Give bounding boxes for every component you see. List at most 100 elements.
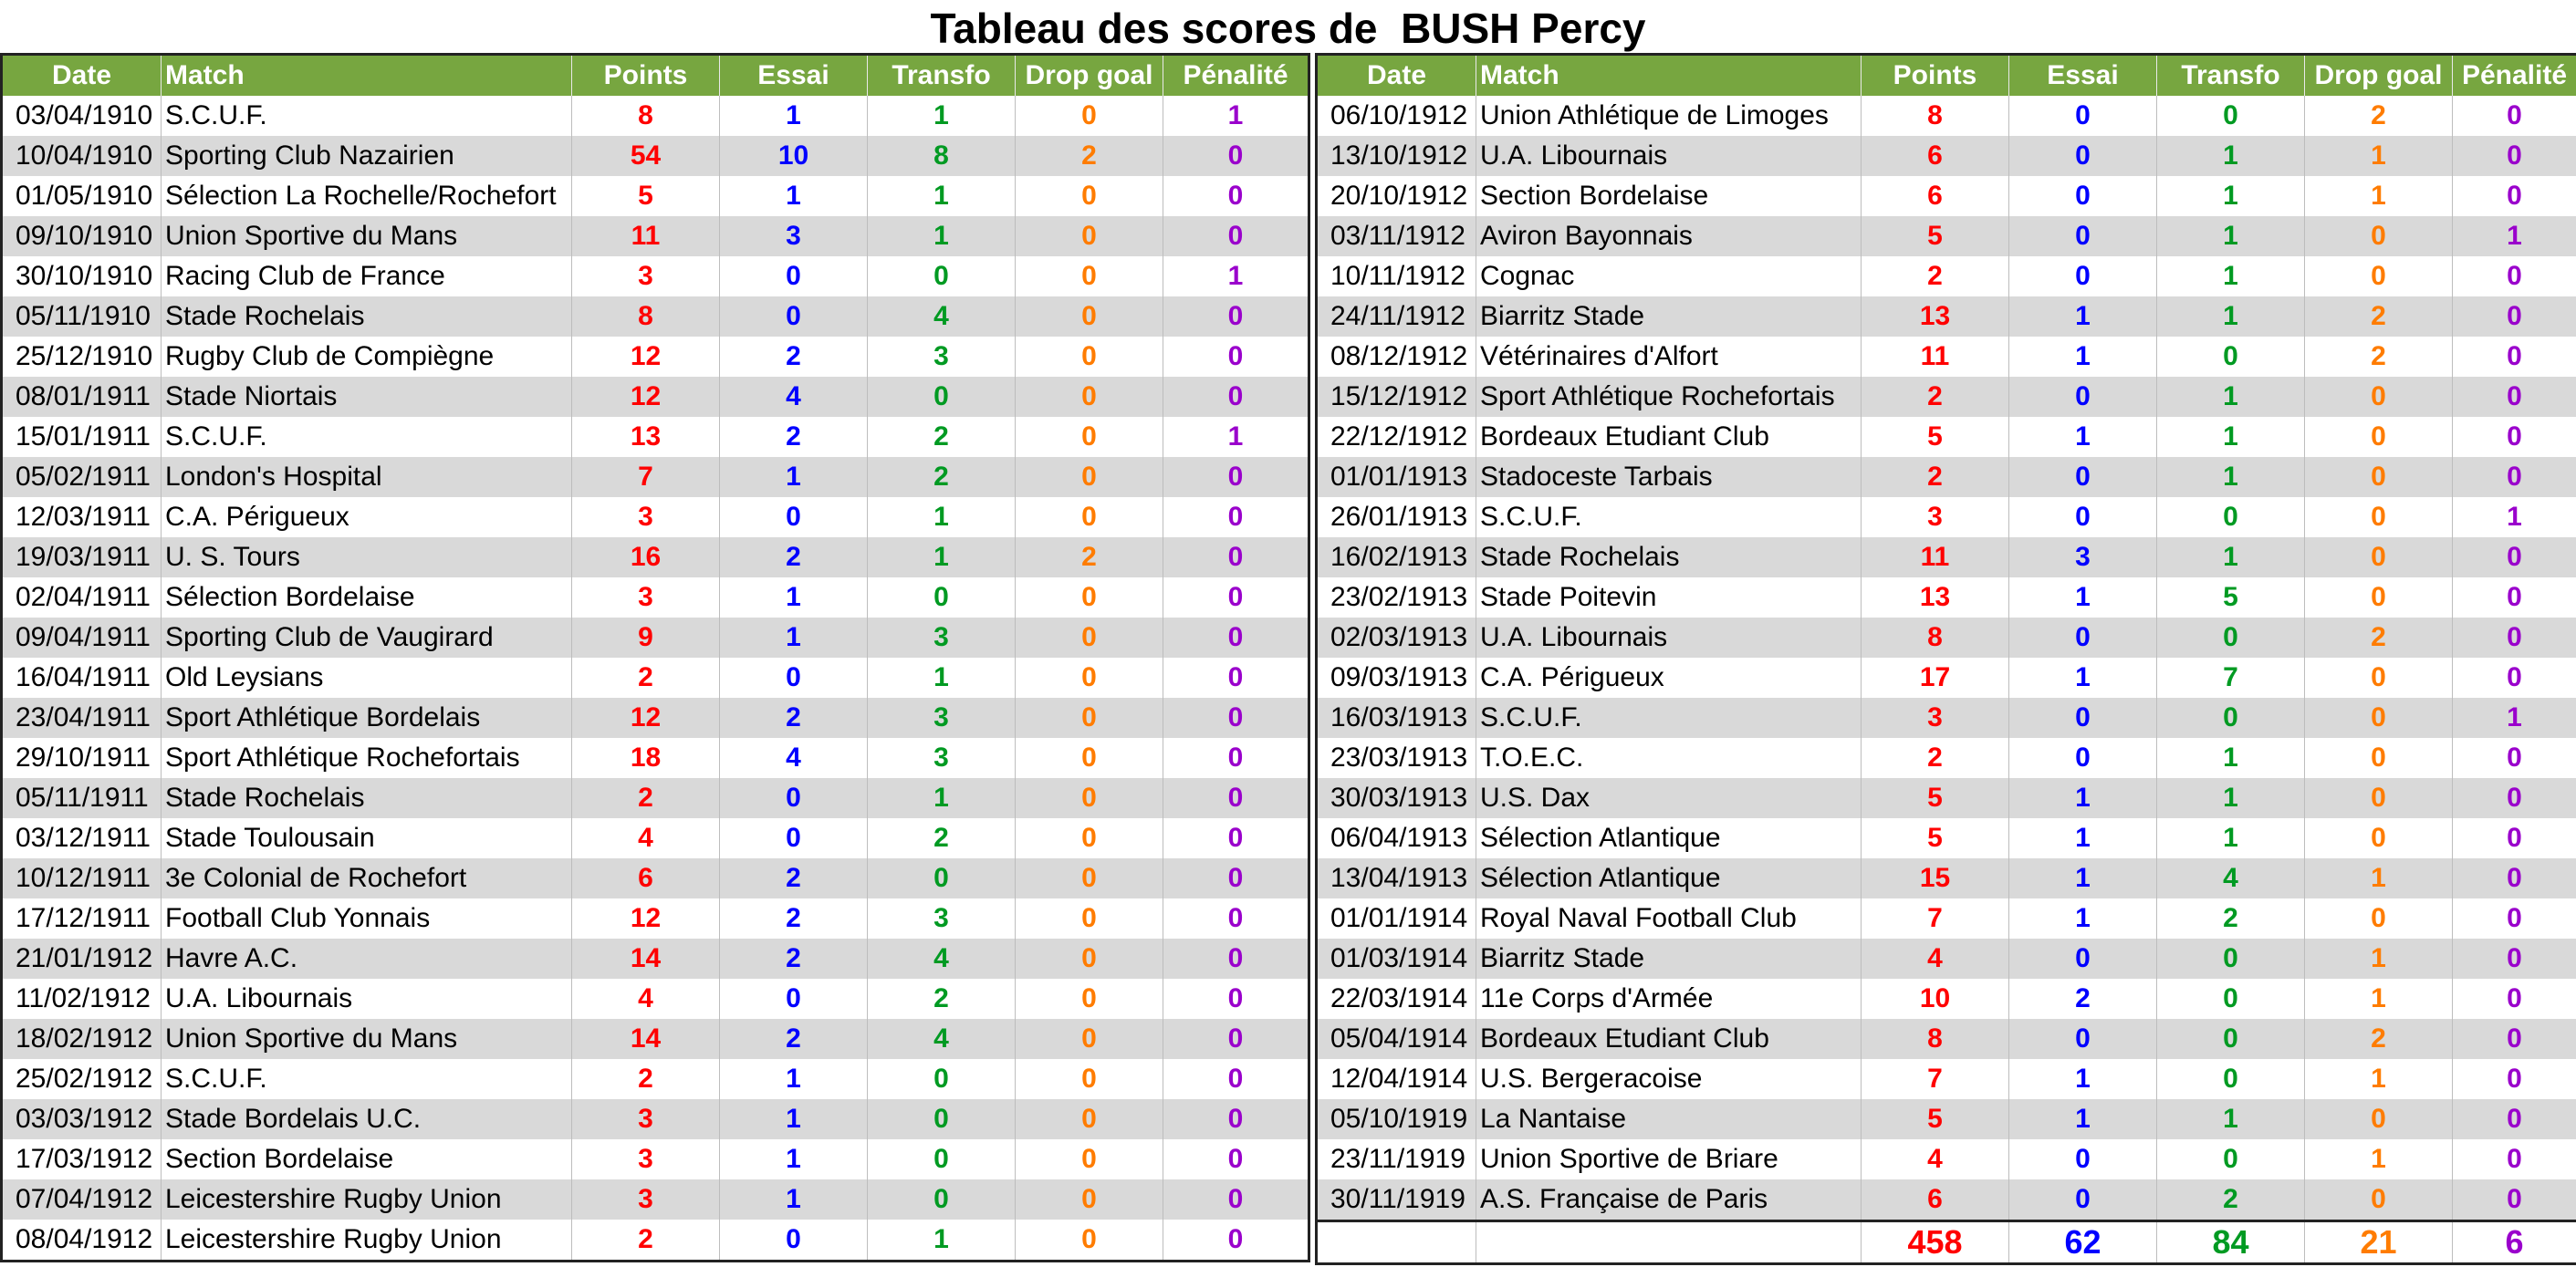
transfo-cell[interactable]: 0 <box>2156 698 2305 738</box>
penalite-cell[interactable]: 1 <box>1163 96 1309 136</box>
date-cell[interactable]: 03/04/1910 <box>1 96 162 136</box>
essai-cell[interactable]: 0 <box>2008 457 2157 497</box>
drop-goal-cell[interactable]: 0 <box>2304 1179 2453 1221</box>
drop-goal-cell[interactable]: 0 <box>2304 537 2453 577</box>
match-cell[interactable]: Cognac <box>1476 256 1862 296</box>
penalite-cell[interactable]: 0 <box>1163 1179 1309 1220</box>
essai-cell[interactable]: 1 <box>2008 296 2157 337</box>
match-cell[interactable]: U.S. Bergeracoise <box>1476 1059 1862 1099</box>
drop-goal-cell[interactable]: 0 <box>2304 818 2453 858</box>
essai-cell[interactable]: 0 <box>719 778 868 818</box>
points-cell[interactable]: 12 <box>571 377 720 417</box>
drop-goal-cell[interactable]: 0 <box>1015 377 1163 417</box>
penalite-cell[interactable]: 0 <box>1163 979 1309 1019</box>
essai-cell[interactable]: 0 <box>2008 939 2157 979</box>
points-cell[interactable]: 2 <box>1861 377 2009 417</box>
totals-empty-cell[interactable] <box>1476 1220 1862 1264</box>
date-cell[interactable]: 30/11/1919 <box>1316 1179 1476 1221</box>
drop-goal-cell[interactable]: 0 <box>1015 457 1163 497</box>
match-cell[interactable]: T.O.E.C. <box>1476 738 1862 778</box>
essai-cell[interactable]: 3 <box>719 216 868 256</box>
transfo-cell[interactable]: 0 <box>2156 618 2305 658</box>
points-cell[interactable]: 8 <box>571 96 720 136</box>
drop-goal-cell[interactable]: 2 <box>2304 337 2453 377</box>
points-cell[interactable]: 6 <box>1861 176 2009 216</box>
penalite-cell[interactable]: 0 <box>1163 377 1309 417</box>
drop-goal-cell[interactable]: 2 <box>2304 96 2453 136</box>
transfo-cell[interactable]: 4 <box>867 296 1016 337</box>
points-cell[interactable]: 5 <box>1861 216 2009 256</box>
points-cell[interactable]: 6 <box>1861 136 2009 176</box>
match-cell[interactable]: Stade Poitevin <box>1476 577 1862 618</box>
match-cell[interactable]: Stade Niortais <box>161 377 572 417</box>
col-header-match[interactable]: Match <box>161 54 572 96</box>
date-cell[interactable]: 17/03/1912 <box>1 1139 162 1179</box>
essai-cell[interactable]: 0 <box>2008 698 2157 738</box>
date-cell[interactable]: 09/10/1910 <box>1 216 162 256</box>
penalite-cell[interactable]: 0 <box>2452 457 2576 497</box>
transfo-cell[interactable]: 1 <box>2156 377 2305 417</box>
match-cell[interactable]: Sélection Bordelaise <box>161 577 572 618</box>
date-cell[interactable]: 13/10/1912 <box>1316 136 1476 176</box>
points-cell[interactable]: 12 <box>571 898 720 939</box>
date-cell[interactable]: 30/10/1910 <box>1 256 162 296</box>
match-cell[interactable]: Stade Rochelais <box>161 778 572 818</box>
transfo-cell[interactable]: 0 <box>867 577 1016 618</box>
essai-cell[interactable]: 0 <box>2008 618 2157 658</box>
drop-goal-cell[interactable]: 0 <box>1015 216 1163 256</box>
penalite-cell[interactable]: 0 <box>2452 1139 2576 1179</box>
total-transfo-cell[interactable]: 84 <box>2156 1220 2305 1264</box>
essai-cell[interactable]: 0 <box>719 296 868 337</box>
match-cell[interactable]: U.S. Dax <box>1476 778 1862 818</box>
transfo-cell[interactable]: 1 <box>867 537 1016 577</box>
drop-goal-cell[interactable]: 2 <box>2304 296 2453 337</box>
points-cell[interactable]: 2 <box>1861 256 2009 296</box>
col-header-penalite[interactable]: Pénalité <box>2452 54 2576 96</box>
drop-goal-cell[interactable]: 0 <box>1015 1059 1163 1099</box>
transfo-cell[interactable]: 4 <box>867 1019 1016 1059</box>
essai-cell[interactable]: 1 <box>2008 658 2157 698</box>
transfo-cell[interactable]: 1 <box>2156 417 2305 457</box>
date-cell[interactable]: 21/01/1912 <box>1 939 162 979</box>
essai-cell[interactable]: 0 <box>2008 1179 2157 1221</box>
points-cell[interactable]: 4 <box>1861 939 2009 979</box>
penalite-cell[interactable]: 0 <box>1163 1220 1309 1262</box>
transfo-cell[interactable]: 0 <box>2156 1059 2305 1099</box>
drop-goal-cell[interactable]: 0 <box>1015 979 1163 1019</box>
date-cell[interactable]: 10/11/1912 <box>1316 256 1476 296</box>
penalite-cell[interactable]: 0 <box>2452 296 2576 337</box>
points-cell[interactable]: 3 <box>571 1099 720 1139</box>
penalite-cell[interactable]: 0 <box>2452 337 2576 377</box>
date-cell[interactable]: 08/01/1911 <box>1 377 162 417</box>
date-cell[interactable]: 05/11/1911 <box>1 778 162 818</box>
transfo-cell[interactable]: 1 <box>867 778 1016 818</box>
transfo-cell[interactable]: 2 <box>867 417 1016 457</box>
penalite-cell[interactable]: 0 <box>2452 1179 2576 1221</box>
penalite-cell[interactable]: 0 <box>2452 1099 2576 1139</box>
date-cell[interactable]: 30/03/1913 <box>1316 778 1476 818</box>
drop-goal-cell[interactable]: 0 <box>1015 256 1163 296</box>
match-cell[interactable]: U.A. Libournais <box>161 979 572 1019</box>
drop-goal-cell[interactable]: 0 <box>1015 618 1163 658</box>
match-cell[interactable]: London's Hospital <box>161 457 572 497</box>
transfo-cell[interactable]: 1 <box>2156 738 2305 778</box>
match-cell[interactable]: Leicestershire Rugby Union <box>161 1220 572 1262</box>
match-cell[interactable]: Sport Athlétique Rochefortais <box>1476 377 1862 417</box>
penalite-cell[interactable]: 1 <box>2452 216 2576 256</box>
col-header-transfo[interactable]: Transfo <box>2156 54 2305 96</box>
points-cell[interactable]: 5 <box>1861 1099 2009 1139</box>
match-cell[interactable]: 3e Colonial de Rochefort <box>161 858 572 898</box>
date-cell[interactable]: 20/10/1912 <box>1316 176 1476 216</box>
points-cell[interactable]: 4 <box>571 979 720 1019</box>
penalite-cell[interactable]: 0 <box>2452 939 2576 979</box>
transfo-cell[interactable]: 1 <box>867 96 1016 136</box>
points-cell[interactable]: 13 <box>571 417 720 457</box>
drop-goal-cell[interactable]: 0 <box>1015 738 1163 778</box>
date-cell[interactable]: 22/12/1912 <box>1316 417 1476 457</box>
penalite-cell[interactable]: 0 <box>2452 256 2576 296</box>
match-cell[interactable]: S.C.U.F. <box>161 96 572 136</box>
col-header-drop-goal[interactable]: Drop goal <box>1015 54 1163 96</box>
drop-goal-cell[interactable]: 0 <box>1015 1019 1163 1059</box>
essai-cell[interactable]: 4 <box>719 377 868 417</box>
points-cell[interactable]: 4 <box>1861 1139 2009 1179</box>
